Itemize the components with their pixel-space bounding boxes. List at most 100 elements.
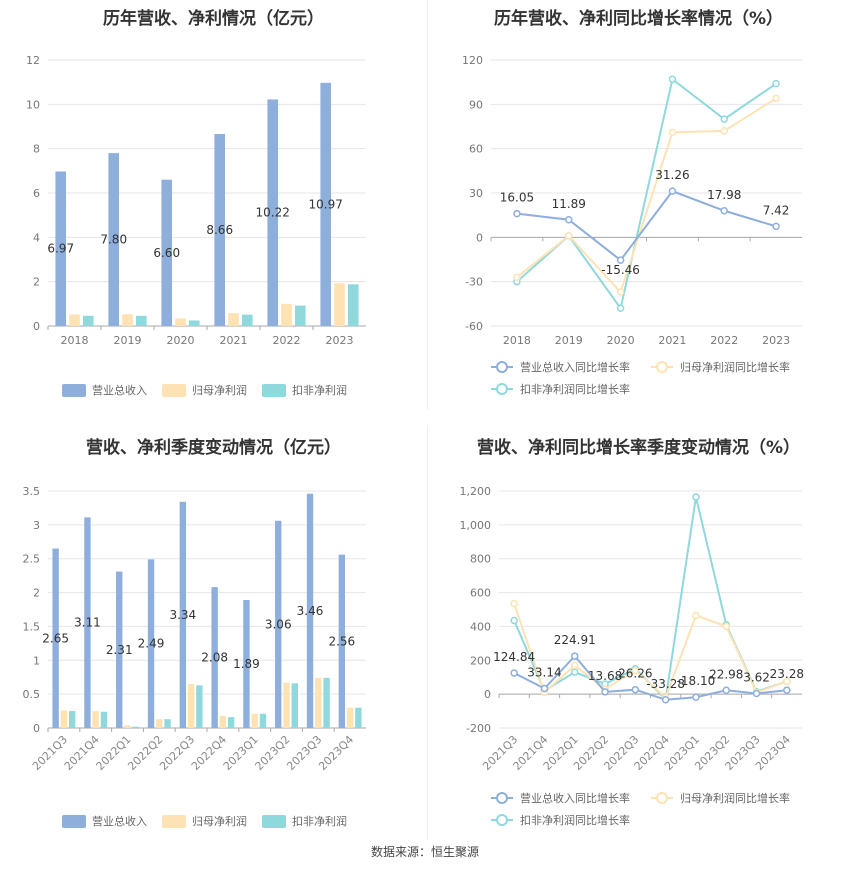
bar xyxy=(355,707,362,728)
data-label: 124.84 xyxy=(493,650,535,664)
legend-label: 营业总收入 xyxy=(92,814,147,828)
bar xyxy=(116,571,123,728)
bar xyxy=(211,587,218,728)
bar xyxy=(323,677,330,728)
legend-swatch xyxy=(162,815,186,828)
data-point xyxy=(510,599,518,608)
x-tick-label: 2019 xyxy=(114,334,142,347)
data-point xyxy=(668,128,677,137)
legend-label: 归母净利润 xyxy=(192,814,247,828)
y-tick-label: 0 xyxy=(33,320,40,333)
data-point xyxy=(571,652,579,660)
bar xyxy=(68,711,76,728)
y-tick-label: 1 xyxy=(33,654,40,667)
data-point xyxy=(720,207,728,215)
data-label: 8.66 xyxy=(206,223,233,237)
data-point xyxy=(616,288,625,296)
data-label: 3.62 xyxy=(743,671,770,685)
data-point xyxy=(692,493,700,501)
legend-marker xyxy=(496,383,508,395)
data-point xyxy=(601,688,609,696)
data-label: 6.97 xyxy=(47,242,74,256)
data-point xyxy=(565,232,573,240)
bar xyxy=(251,713,258,728)
x-tick-label: 2021 xyxy=(658,334,686,347)
y-tick-label: 3 xyxy=(33,519,40,532)
y-tick-label: 2 xyxy=(33,276,40,289)
y-tick-label: 600 xyxy=(470,587,491,600)
y-tick-label: 60 xyxy=(469,143,483,156)
annual-revenue-profit-chart: 历年营收、净利情况（亿元） 0 2 4 6 8 10 12 2018 2019 2020 2021 2… xyxy=(0,0,427,410)
bar xyxy=(175,318,186,326)
y-tick-label: 1,200 xyxy=(460,485,492,498)
data-point xyxy=(720,127,728,135)
bar xyxy=(219,715,227,728)
data-label: 17.98 xyxy=(707,188,741,202)
data-point xyxy=(510,669,518,677)
x-tick-label: 2022 xyxy=(710,334,738,347)
bar xyxy=(92,711,99,728)
y-tick-label: 90 xyxy=(469,98,483,111)
y-tick-label: 1,000 xyxy=(460,519,492,532)
series-line xyxy=(513,603,788,700)
y-tick-label: 400 xyxy=(470,620,491,633)
bar xyxy=(124,725,131,728)
y-tick-label: 200 xyxy=(470,654,491,667)
legend-label: 归母净利润同比增长率 xyxy=(680,360,790,374)
bar xyxy=(156,719,163,728)
data-point xyxy=(513,209,521,218)
bar xyxy=(60,710,68,728)
bar xyxy=(100,711,108,728)
chart-title: 营收、净利同比增长率季度变动情况（%） xyxy=(476,438,801,458)
series-line xyxy=(516,189,777,262)
series-line xyxy=(513,654,787,701)
data-label: 2.31 xyxy=(106,643,133,657)
data-label: 13.68 xyxy=(588,669,622,683)
legend-label: 扣非净利润 xyxy=(292,814,347,828)
legend-marker xyxy=(656,792,668,804)
data-label: 23.28 xyxy=(770,667,804,681)
chart-title: 历年营收、净利情况（亿元） xyxy=(103,9,324,29)
data-label: 33.14 xyxy=(527,666,561,680)
bar xyxy=(147,559,155,728)
bar xyxy=(69,314,80,326)
legend-label: 扣非净利润 xyxy=(292,383,347,397)
legend-label: 扣非净利润同比增长率 xyxy=(520,813,630,827)
data-label: 26.26 xyxy=(618,667,652,681)
y-tick-label: 0 xyxy=(484,688,491,701)
y-tick-label: 0 xyxy=(476,231,483,244)
bar xyxy=(320,82,332,326)
data-point xyxy=(722,686,730,695)
bar xyxy=(132,726,139,728)
legend-label: 归母净利润同比增长率 xyxy=(680,791,790,805)
data-point xyxy=(616,256,625,264)
bar xyxy=(294,305,306,326)
bar xyxy=(291,683,298,728)
legend-marker xyxy=(496,814,508,826)
x-tick-label: 2023Q4 xyxy=(316,733,356,773)
data-point xyxy=(772,94,780,103)
bar xyxy=(82,315,94,326)
data-point xyxy=(661,696,670,704)
data-label: -18.10 xyxy=(677,674,716,688)
data-label: 11.89 xyxy=(552,197,586,211)
y-tick-label: -200 xyxy=(466,722,491,735)
data-label: 31.26 xyxy=(655,168,689,182)
data-point xyxy=(571,668,579,676)
data-point xyxy=(571,661,579,670)
legend-label: 营业总收入同比增长率 xyxy=(520,360,630,374)
x-tick-label: 2018 xyxy=(503,334,531,347)
y-tick-label: 0.5 xyxy=(23,688,41,701)
data-point xyxy=(565,216,573,224)
legend-label: 营业总收入同比增长率 xyxy=(520,791,630,805)
data-point xyxy=(513,273,521,281)
y-tick-label: 6 xyxy=(33,187,40,200)
data-point xyxy=(616,304,625,313)
data-point xyxy=(772,79,780,88)
data-label: 2.65 xyxy=(42,631,69,645)
y-tick-label: 10 xyxy=(26,98,40,111)
data-point xyxy=(668,187,677,195)
y-tick-label: 8 xyxy=(33,143,40,156)
y-tick-label: 12 xyxy=(26,54,40,67)
bar xyxy=(267,99,279,326)
